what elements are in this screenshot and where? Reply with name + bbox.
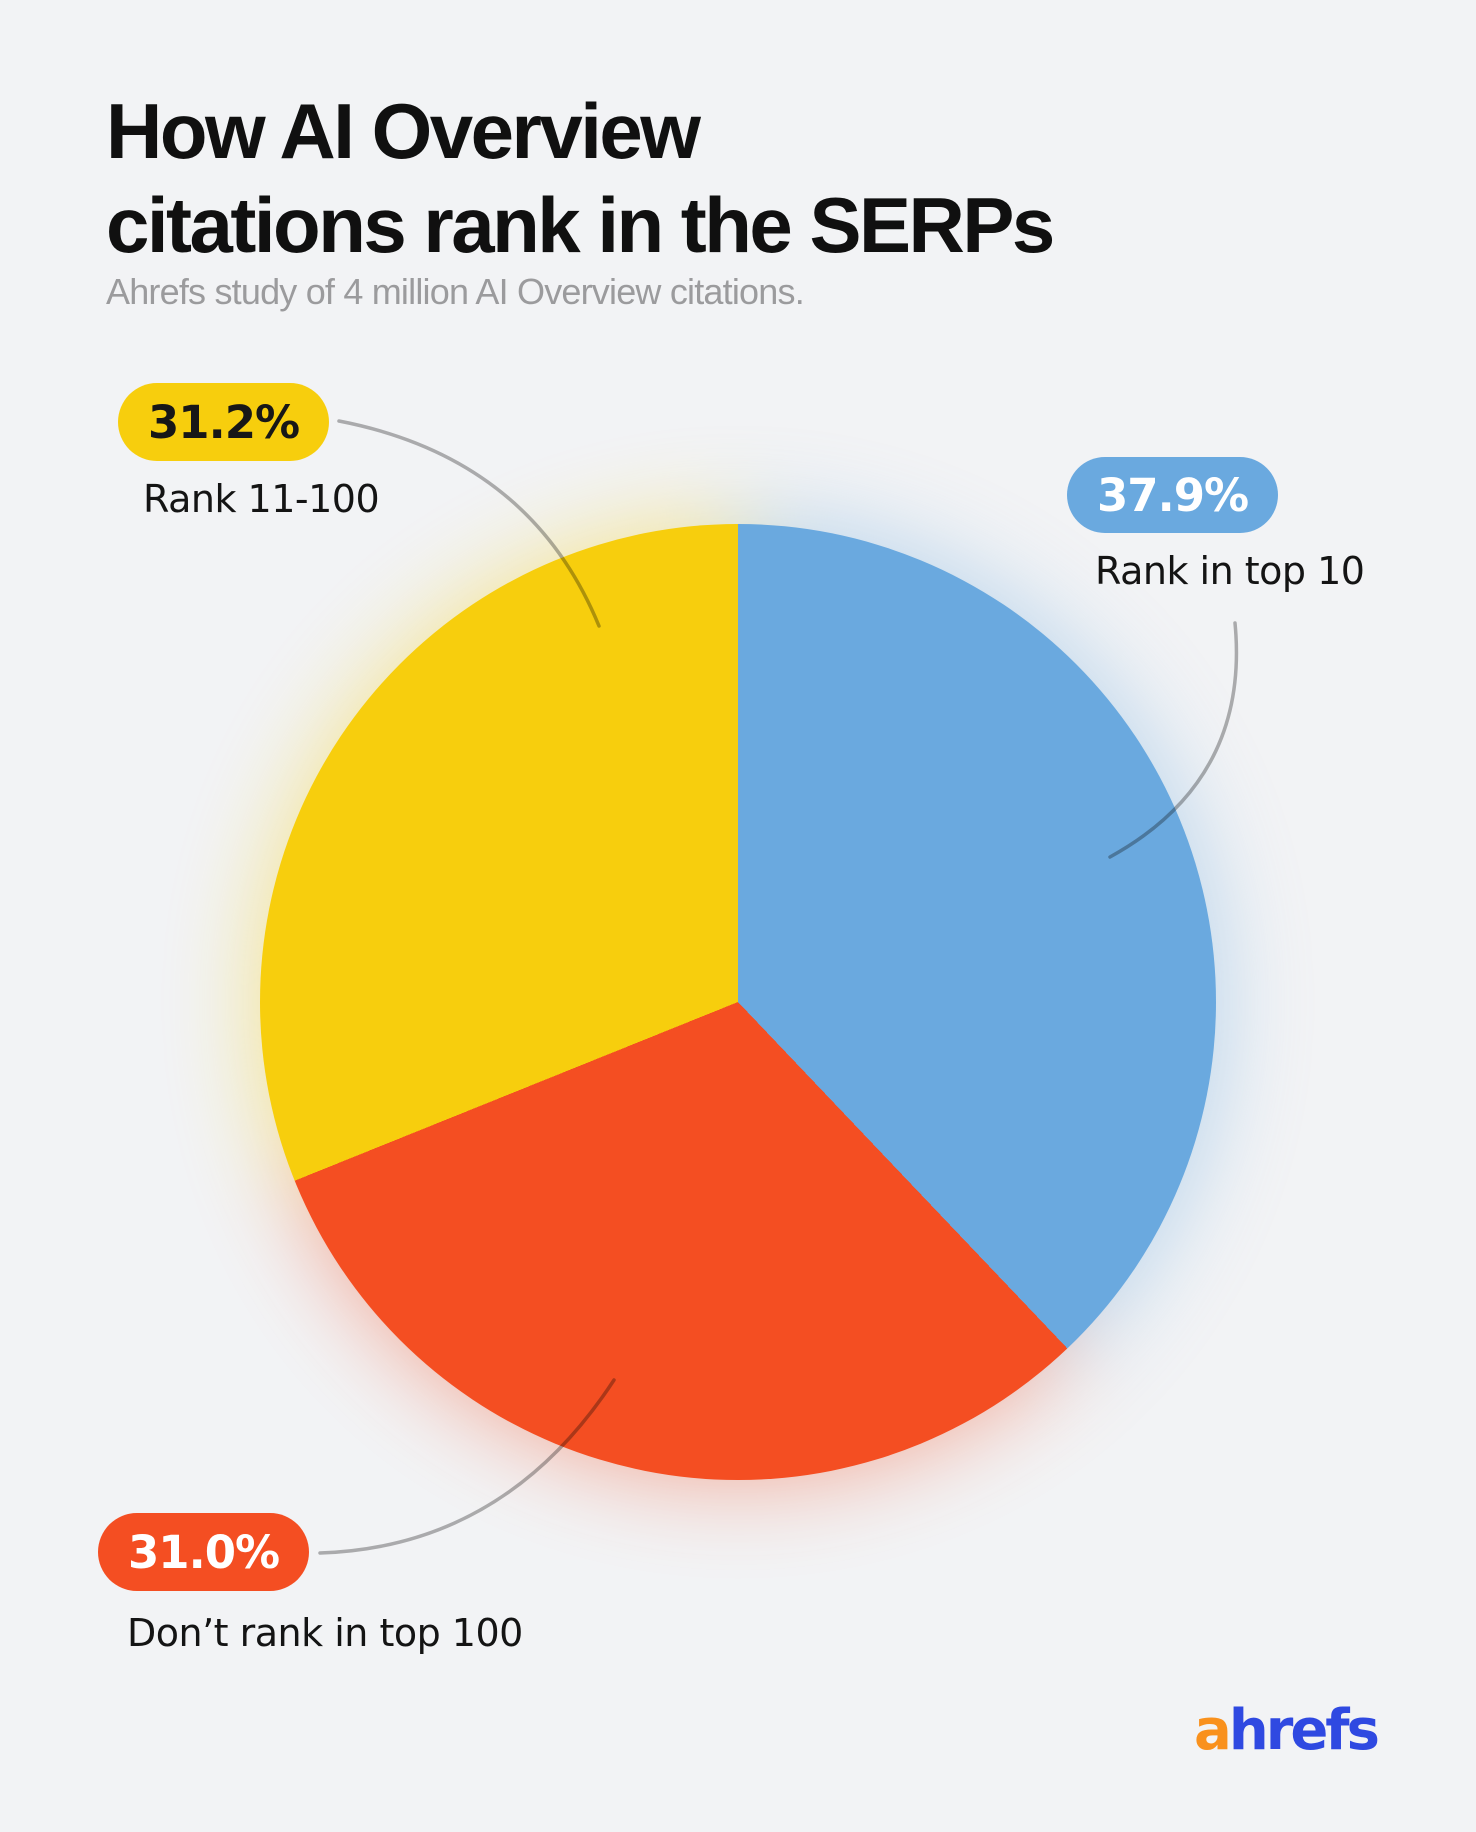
badge-rank-11-100: 31.2% bbox=[118, 383, 330, 461]
page-title: How AI Overview citations rank in the SE… bbox=[106, 84, 1055, 272]
badge-rank-top-10: 37.9% bbox=[1067, 457, 1279, 533]
pie-chart bbox=[260, 524, 1216, 1480]
ahrefs-logo-a: a bbox=[1194, 1698, 1232, 1763]
ahrefs-logo-hrefs: hrefs bbox=[1228, 1698, 1380, 1763]
badge-dont-rank-top-100: 31.0% bbox=[98, 1513, 310, 1591]
ahrefs-logo: ahrefs bbox=[1194, 1698, 1380, 1763]
title-line-1: How AI Overview bbox=[106, 87, 701, 175]
label-dont-rank-top-100: Don’t rank in top 100 bbox=[127, 1611, 523, 1655]
title-line-2: citations rank in the SERPs bbox=[106, 181, 1055, 269]
page-subtitle: Ahrefs study of 4 million AI Overview ci… bbox=[106, 271, 805, 312]
label-rank-11-100: Rank 11-100 bbox=[143, 477, 380, 521]
label-rank-top-10: Rank in top 10 bbox=[1095, 549, 1365, 593]
